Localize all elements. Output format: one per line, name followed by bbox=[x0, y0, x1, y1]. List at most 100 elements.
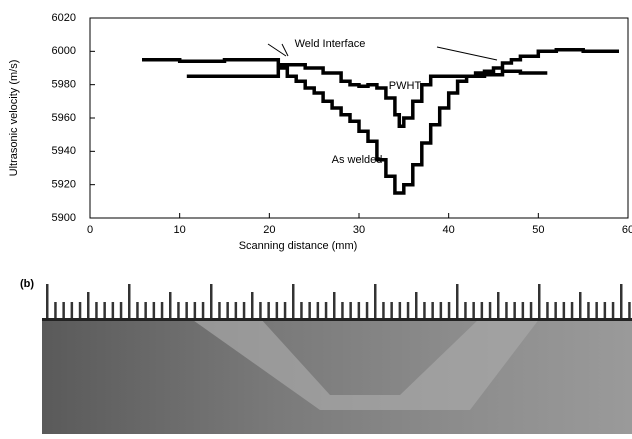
arrow bbox=[436, 46, 498, 61]
ruler-tick bbox=[562, 302, 566, 318]
ruler-tick bbox=[488, 302, 492, 318]
ruler-tick bbox=[185, 302, 188, 318]
ruler-tick bbox=[628, 302, 631, 318]
ruler-tick bbox=[324, 302, 328, 318]
panel-label: (b) bbox=[20, 278, 34, 290]
ruler-tick bbox=[456, 284, 459, 318]
ruler-tick bbox=[218, 302, 221, 318]
ruler-tick bbox=[357, 302, 361, 318]
ruler-tick bbox=[603, 302, 607, 318]
ruler-tick bbox=[505, 302, 508, 318]
ruler-tick bbox=[283, 302, 287, 318]
ruler-tick bbox=[382, 302, 385, 318]
ruler-tick bbox=[62, 302, 65, 318]
ruler-tick bbox=[439, 302, 443, 318]
ruler-tick bbox=[78, 302, 82, 318]
ruler-tick bbox=[349, 302, 352, 318]
ruler-tick bbox=[292, 284, 295, 318]
series-line bbox=[142, 47, 619, 195]
ruler-tick bbox=[300, 302, 303, 318]
series-line bbox=[186, 62, 548, 129]
series-label: As welded bbox=[332, 154, 383, 166]
ruler-tick bbox=[95, 302, 98, 318]
ruler-tick bbox=[423, 302, 426, 318]
ruler-tick bbox=[226, 302, 229, 318]
ruler-tick bbox=[529, 302, 533, 318]
weld-section bbox=[42, 318, 632, 434]
x-tick-label: 0 bbox=[87, 224, 93, 236]
ruler-tick bbox=[201, 302, 205, 318]
y-tick-label: 5920 bbox=[52, 179, 76, 191]
x-axis-label: Scanning distance (mm) bbox=[239, 240, 358, 252]
arrow bbox=[281, 43, 289, 57]
ruler-tick bbox=[144, 302, 147, 318]
ruler-tick bbox=[546, 302, 549, 318]
ruler-tick bbox=[415, 292, 418, 318]
ruler-edge bbox=[42, 318, 632, 321]
ruler-tick bbox=[193, 302, 197, 318]
ruler-tick bbox=[521, 302, 525, 318]
series-label: PWHT bbox=[389, 80, 422, 92]
ruler-tick bbox=[447, 302, 451, 318]
y-tick-label: 5980 bbox=[52, 79, 76, 91]
photo bbox=[42, 284, 632, 434]
ruler-tick bbox=[234, 302, 238, 318]
ruler-tick bbox=[333, 292, 336, 318]
ruler-tick bbox=[538, 284, 541, 318]
ruler-tick bbox=[431, 302, 434, 318]
ruler-tick bbox=[497, 292, 500, 318]
ruler-tick bbox=[128, 284, 131, 318]
ruler-tick bbox=[406, 302, 410, 318]
ruler-tick bbox=[169, 292, 172, 318]
ruler-tick bbox=[136, 302, 139, 318]
ruler-tick bbox=[308, 302, 311, 318]
ruler-tick bbox=[275, 302, 279, 318]
ruler-tick bbox=[267, 302, 270, 318]
x-tick-label: 20 bbox=[263, 224, 275, 236]
ruler-tick bbox=[46, 284, 49, 318]
ruler-tick bbox=[103, 302, 106, 318]
ruler-tick bbox=[464, 302, 467, 318]
x-tick-label: 60 bbox=[622, 224, 632, 236]
ruler-tick bbox=[480, 302, 484, 318]
ruler-tick bbox=[513, 302, 516, 318]
ruler-tick bbox=[316, 302, 320, 318]
weld-zone bbox=[190, 318, 540, 410]
ruler-tick bbox=[119, 302, 123, 318]
ruler-tick bbox=[160, 302, 164, 318]
y-tick-label: 5960 bbox=[52, 112, 76, 124]
ruler-tick bbox=[341, 302, 344, 318]
x-tick-label: 30 bbox=[353, 224, 365, 236]
ruler-tick bbox=[472, 302, 475, 318]
y-tick-label: 6020 bbox=[52, 12, 76, 24]
y-tick-label: 5900 bbox=[52, 212, 76, 224]
ruler-tick bbox=[390, 302, 393, 318]
ruler-tick bbox=[611, 302, 615, 318]
ruler-tick bbox=[111, 302, 115, 318]
arrow bbox=[267, 43, 287, 57]
ruler bbox=[46, 284, 631, 318]
ruler-tick bbox=[365, 302, 369, 318]
annotation: Weld Interface bbox=[295, 38, 366, 50]
ruler-tick bbox=[177, 302, 180, 318]
y-tick-label: 6000 bbox=[52, 45, 76, 57]
ruler-tick bbox=[259, 302, 262, 318]
ruler-tick bbox=[398, 302, 402, 318]
y-tick-label: 5940 bbox=[52, 145, 76, 157]
ruler-tick bbox=[579, 292, 582, 318]
ruler-tick bbox=[242, 302, 246, 318]
x-tick-label: 50 bbox=[532, 224, 544, 236]
ruler-tick bbox=[70, 302, 74, 318]
ruler-tick bbox=[54, 302, 57, 318]
y-axis-label: Ultrasonic velocity (m/s) bbox=[8, 60, 20, 177]
ruler-tick bbox=[210, 284, 213, 318]
ruler-tick bbox=[251, 292, 254, 318]
ruler-tick bbox=[595, 302, 598, 318]
x-tick-label: 10 bbox=[174, 224, 186, 236]
ruler-tick bbox=[554, 302, 557, 318]
ruler-tick bbox=[620, 284, 623, 318]
ruler-tick bbox=[152, 302, 156, 318]
ruler-tick bbox=[587, 302, 590, 318]
x-tick-label: 40 bbox=[443, 224, 455, 236]
